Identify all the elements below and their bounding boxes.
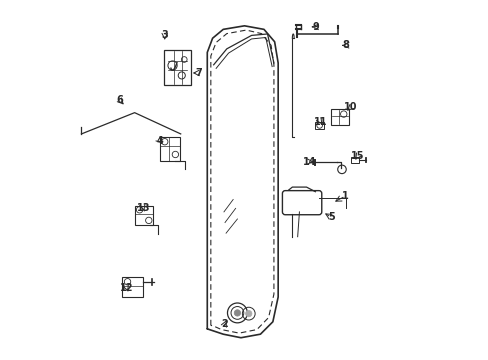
Text: 5: 5	[327, 212, 334, 222]
FancyBboxPatch shape	[331, 109, 349, 125]
Text: 8: 8	[342, 40, 348, 50]
Text: 10: 10	[344, 102, 357, 112]
Text: 4: 4	[157, 136, 163, 146]
FancyBboxPatch shape	[282, 191, 321, 215]
Text: 1: 1	[342, 191, 348, 201]
Bar	[135, 206, 153, 225]
Text: 9: 9	[311, 22, 318, 32]
Text: 11: 11	[313, 117, 326, 126]
Text: 14: 14	[303, 157, 316, 167]
Text: 3: 3	[161, 30, 168, 40]
Bar	[350, 157, 358, 163]
Text: 13: 13	[137, 203, 150, 213]
Circle shape	[234, 310, 240, 316]
Text: 7: 7	[195, 68, 202, 78]
Bar	[315, 122, 324, 129]
Bar	[160, 138, 180, 161]
Text: 12: 12	[120, 283, 133, 293]
Text: 15: 15	[350, 151, 364, 161]
Circle shape	[245, 310, 251, 317]
Text: 2: 2	[221, 319, 228, 329]
FancyBboxPatch shape	[163, 50, 191, 85]
Text: 6: 6	[116, 95, 123, 105]
Bar	[122, 278, 143, 297]
